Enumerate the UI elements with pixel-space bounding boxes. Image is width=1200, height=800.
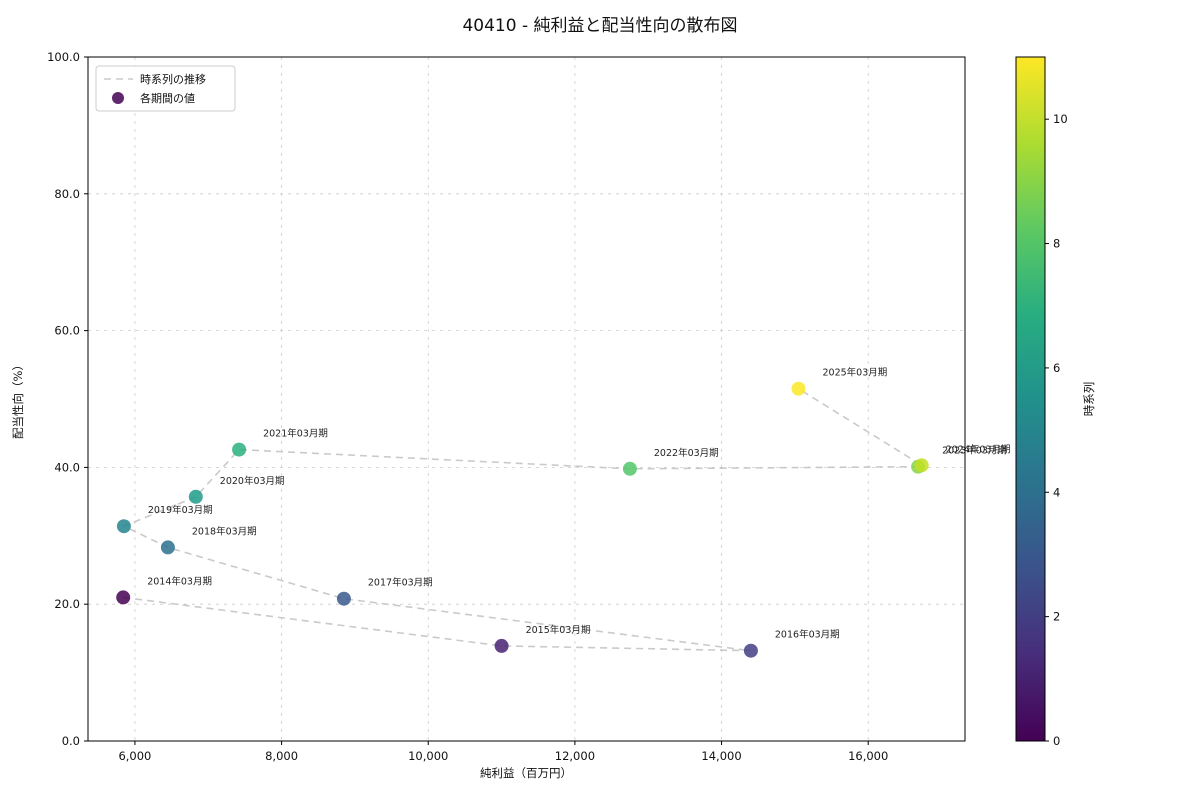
colorbar-tick-label: 4 [1053,485,1060,499]
legend-box [95,65,236,112]
x-tick-label: 16,000 [848,749,888,763]
point-annotation: 2017年03月期 [368,577,433,589]
data-point [188,489,203,504]
legend-label-trend: 時系列の推移 [140,72,206,86]
chart-title: 40410 - 純利益と配当性向の散布図 [462,16,737,36]
colorbar-tick-label: 8 [1053,237,1060,251]
y-tick-label: 100.0 [47,50,80,64]
x-tick-label: 10,000 [408,749,448,763]
colorbar-tick-label: 2 [1053,610,1060,624]
data-point [116,590,131,605]
point-annotation: 2023年03月期 [942,445,1007,457]
render-root: 2014年03月期 2015年03月期 2016年03月期 2017年03月期 2018… [47,50,1068,763]
legend-label-points: 各期間の値 [140,91,195,105]
data-point [743,643,758,658]
axis-ticks: 6,000 8,000 10,000 12,000 14,000 16,000 0.0 20.… [47,50,888,763]
point-annotation: 2015年03月期 [526,624,591,636]
point-annotation: 2019年03月期 [148,504,213,516]
data-point [116,519,131,534]
colorbar-tick-label: 6 [1053,361,1060,375]
point-annotation: 2025年03月期 [823,367,888,379]
x-tick-label: 8,000 [265,749,298,763]
x-axis-label: 純利益（百万円） [480,766,572,780]
point-annotation: 2014年03月期 [147,575,212,587]
y-tick-label: 40.0 [54,460,80,474]
y-tick-label: 0.0 [62,734,80,748]
point-annotation: 2024年03月期 [946,443,1011,455]
colorbar-tick-label: 10 [1053,112,1068,126]
point-annotation: 2021年03月期 [263,428,328,440]
trend-line [121,388,924,652]
plot-frame [87,56,966,742]
annotations: 2014年03月期 2015年03月期 2016年03月期 2017年03月期 2018… [147,367,1010,641]
y-tick-label: 20.0 [54,597,80,611]
point-annotation: 2020年03月期 [220,475,285,487]
y-tick-label: 60.0 [54,324,80,338]
point-annotation: 2018年03月期 [192,525,257,537]
data-point [914,458,929,473]
data-point [336,591,351,606]
data-point [160,540,175,555]
colorbar-frame [1015,56,1046,742]
point-annotation: 2016年03月期 [775,629,840,641]
y-axis-label: 配当性向（%） [11,359,25,439]
data-point [494,638,509,653]
colorbar-label: 時系列 [1082,382,1096,417]
colorbar-bar [1016,57,1045,741]
data-point [232,442,247,457]
x-tick-label: 14,000 [701,749,741,763]
y-tick-label: 80.0 [54,187,80,201]
legend-point-sample [112,92,124,104]
data-point [622,461,637,476]
x-tick-label: 12,000 [555,749,595,763]
point-annotation: 2022年03月期 [654,447,719,459]
colorbar: 0 2 4 6 8 10 [1015,56,1068,748]
colorbar-tick-label: 0 [1053,734,1060,748]
x-tick-label: 6,000 [118,749,151,763]
points [116,381,929,658]
data-point [791,381,806,396]
